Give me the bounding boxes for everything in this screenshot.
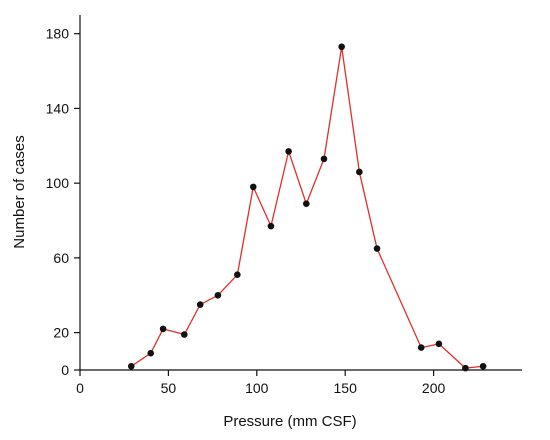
- data-point: [250, 184, 257, 191]
- data-point: [338, 43, 345, 50]
- x-tick-label: 50: [161, 380, 177, 396]
- data-point: [462, 365, 469, 372]
- data-point: [197, 301, 204, 308]
- data-point: [285, 148, 292, 155]
- data-point: [418, 344, 425, 351]
- data-point: [268, 223, 275, 230]
- y-tick-label: 20: [53, 325, 69, 341]
- data-point: [436, 341, 443, 348]
- chart-axes: [80, 15, 522, 370]
- y-tick-label: 180: [46, 26, 70, 42]
- y-axis-ticks: 0 20 60 100 140 180: [46, 26, 80, 378]
- data-point: [356, 169, 363, 176]
- x-axis-ticks: 0 50 100 150 200: [76, 370, 445, 396]
- x-tick-label: 200: [422, 380, 446, 396]
- y-tick-label: 100: [46, 175, 70, 191]
- x-axis-title: Pressure (mm CSF): [223, 413, 356, 430]
- series-line: [131, 47, 483, 368]
- data-point: [234, 271, 241, 278]
- data-point: [128, 363, 135, 370]
- data-point: [147, 350, 154, 357]
- data-point: [160, 326, 167, 333]
- y-tick-label: 0: [61, 362, 69, 378]
- y-tick-label: 60: [53, 250, 69, 266]
- y-tick-label: 140: [46, 100, 70, 116]
- data-point: [215, 292, 222, 299]
- data-point: [303, 200, 310, 207]
- series-layer: [128, 43, 486, 371]
- data-point: [181, 331, 188, 338]
- data-point: [321, 156, 328, 163]
- data-point: [374, 245, 381, 252]
- x-tick-label: 0: [76, 380, 84, 396]
- y-axis-title: Number of cases: [11, 135, 28, 248]
- x-tick-label: 150: [334, 380, 358, 396]
- data-point: [480, 363, 487, 370]
- x-tick-label: 100: [245, 380, 269, 396]
